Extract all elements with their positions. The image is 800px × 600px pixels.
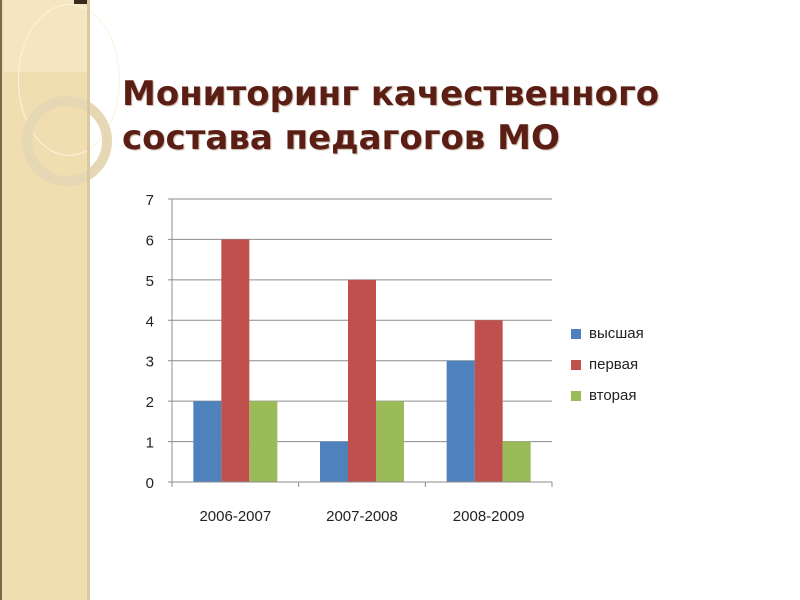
- x-tick-label: 2008-2009: [453, 508, 525, 525]
- y-tick-label: 4: [146, 313, 154, 330]
- x-tick-label: 2006-2007: [199, 508, 271, 525]
- bar: [376, 401, 404, 482]
- y-tick-label: 1: [146, 435, 154, 452]
- y-tick-label: 7: [146, 192, 154, 209]
- axes: [168, 198, 553, 487]
- y-tick-label: 3: [146, 354, 154, 371]
- y-axis-labels: 0 1 2 3 4 5 6 7: [146, 192, 154, 492]
- legend-item-pervaya: первая: [571, 349, 644, 380]
- decorative-ring: [22, 96, 112, 186]
- bar-chart: 0 1 2 3 4 5 6 7 2006-2007 2007-2008 2008-2009: [146, 192, 553, 525]
- bar: [320, 441, 348, 482]
- decorative-bar: [74, 0, 88, 4]
- title-line-2: состава педагогов МО: [122, 118, 560, 158]
- legend-swatch-icon: [571, 328, 581, 339]
- chart-legend: высшая первая вторая: [571, 318, 644, 411]
- y-tick-label: 0: [146, 475, 154, 492]
- x-tick-label: 2007-2008: [326, 508, 398, 525]
- sidebar-edge: [87, 0, 90, 600]
- bar: [502, 441, 531, 482]
- bar: [249, 401, 278, 482]
- x-axis-labels: 2006-2007 2007-2008 2008-2009: [199, 508, 524, 525]
- legend-item-vtoraya: вторая: [571, 380, 644, 411]
- legend-label: вторая: [589, 387, 637, 404]
- legend-swatch-icon: [571, 359, 581, 370]
- legend-swatch-icon: [571, 390, 581, 401]
- bar: [446, 360, 475, 482]
- legend-label: высшая: [589, 325, 644, 342]
- bar: [348, 279, 376, 482]
- bar: [193, 401, 222, 482]
- legend-item-vysshaya: высшая: [571, 318, 644, 349]
- slide-title: Мониторинг качественного состава педагог…: [122, 72, 659, 160]
- bar: [221, 239, 250, 482]
- y-tick-label: 6: [146, 232, 154, 249]
- y-tick-label: 5: [146, 273, 154, 290]
- bars: [193, 239, 531, 482]
- decorative-sidebar: [0, 0, 120, 600]
- title-line-1: Мониторинг качественного: [122, 74, 660, 114]
- bar: [474, 320, 503, 482]
- legend-label: первая: [589, 356, 639, 373]
- y-tick-label: 2: [146, 394, 154, 411]
